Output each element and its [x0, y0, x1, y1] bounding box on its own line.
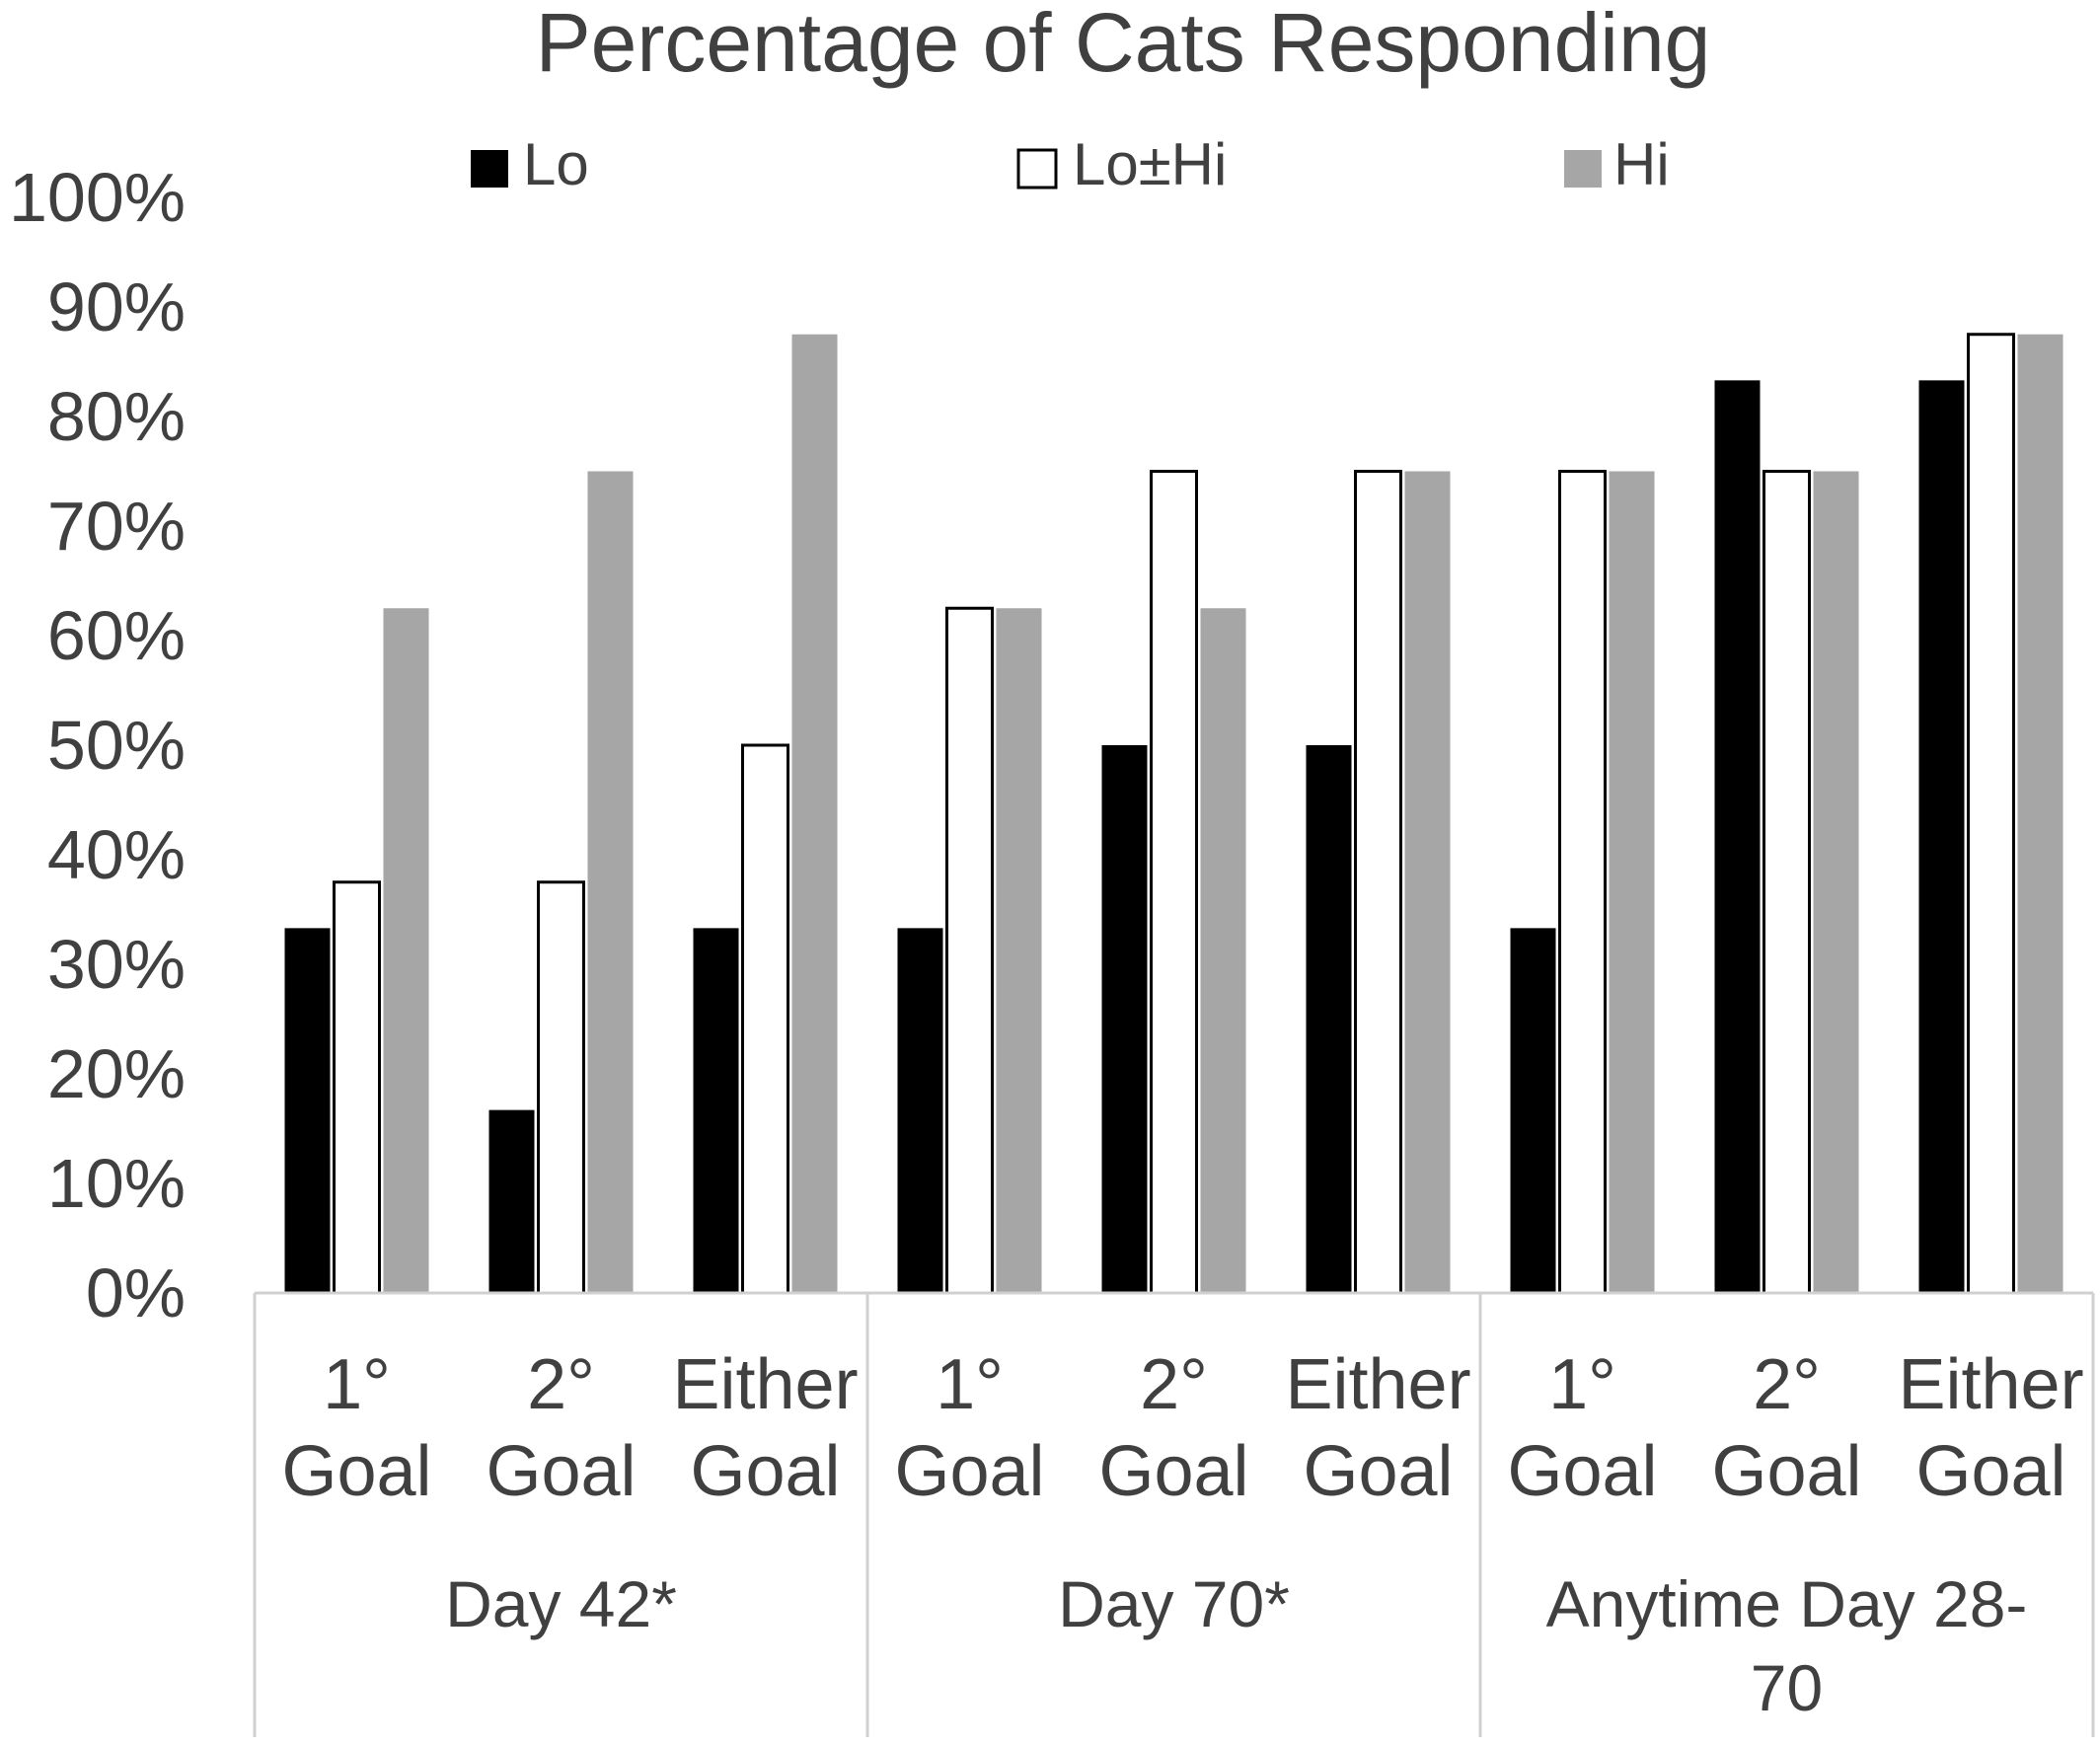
bar-lo-hi-8 — [1762, 470, 1811, 1295]
bar-hi-5 — [1200, 608, 1246, 1293]
legend-label-lo-hi: Lo±Hi — [1073, 131, 1227, 197]
x-tick-label: Goal — [1098, 1432, 1248, 1511]
x-tick-label: 2° — [527, 1345, 595, 1424]
x-tick-label: 2° — [1753, 1345, 1821, 1424]
bar-lo-hi-9 — [1967, 333, 2015, 1295]
bar-lo-hi-1 — [333, 880, 381, 1295]
x-tick-label: Goal — [486, 1432, 636, 1511]
bar-lo-6 — [1306, 745, 1352, 1293]
legend-swatch-lo — [471, 150, 508, 188]
bar-lo-hi-2 — [537, 880, 585, 1295]
bar-lo-hi-5 — [1150, 470, 1198, 1295]
bar-hi-4 — [996, 608, 1042, 1293]
legend: Lo Lo±Hi Hi — [471, 131, 1670, 197]
x-tick-label: Goal — [1711, 1432, 1861, 1511]
x-tick-label: Goal — [1303, 1432, 1453, 1511]
x-tick-label: Either — [1285, 1345, 1470, 1424]
bar-lo-hi-3 — [741, 743, 789, 1295]
bar-hi-1 — [383, 608, 429, 1293]
bar-hi-9 — [2017, 334, 2063, 1293]
bar-lo-9 — [1918, 380, 1965, 1293]
x-tick-label: Goal — [894, 1432, 1044, 1511]
bar-hi-7 — [1609, 471, 1655, 1293]
bar-lo-7 — [1510, 928, 1556, 1293]
bar-lo-1 — [284, 928, 331, 1293]
x-tick-label: 1° — [323, 1345, 391, 1424]
x-tick-label: Goal — [1915, 1432, 2065, 1511]
x-tick-label: Goal — [690, 1432, 840, 1511]
x-tick-label: 2° — [1140, 1345, 1208, 1424]
bar-lo-4 — [897, 928, 943, 1293]
y-tick-label: 20% — [47, 1035, 186, 1112]
y-tick-label: 0% — [86, 1254, 186, 1331]
y-tick-label: 70% — [47, 488, 186, 565]
y-tick-label: 10% — [47, 1145, 186, 1222]
bar-lo-hi-7 — [1558, 470, 1607, 1295]
bars — [284, 333, 2063, 1295]
bar-lo-3 — [693, 928, 739, 1293]
x-tick-label: Goal — [281, 1432, 431, 1511]
x-tick-label: 1° — [1548, 1345, 1616, 1424]
bar-hi-8 — [1813, 471, 1859, 1293]
x-tick-label: Goal — [1507, 1432, 1657, 1511]
y-tick-label: 40% — [47, 816, 186, 893]
legend-swatch-hi — [1564, 150, 1602, 188]
x-group-label: Day 70* — [1058, 1567, 1290, 1640]
bar-lo-5 — [1101, 745, 1148, 1293]
x-tick-label: Either — [1898, 1345, 2083, 1424]
y-tick-label: 30% — [47, 926, 186, 1003]
x-group-label: Anytime Day 28- — [1546, 1567, 2028, 1640]
y-tick-label: 100% — [9, 159, 186, 236]
bar-lo-8 — [1714, 380, 1761, 1293]
x-group-label: 70 — [1751, 1651, 1823, 1724]
x-group-label: Day 42* — [445, 1567, 677, 1640]
y-tick-label: 60% — [47, 597, 186, 674]
y-tick-label: 50% — [47, 707, 186, 784]
bar-lo-2 — [488, 1109, 535, 1293]
bar-hi-6 — [1404, 471, 1451, 1293]
x-tick-label: Either — [672, 1345, 858, 1424]
legend-label-hi: Hi — [1613, 131, 1670, 197]
chart-title: Percentage of Cats Responding — [536, 0, 1711, 89]
bar-hi-2 — [587, 471, 634, 1293]
y-tick-label: 80% — [47, 378, 186, 455]
bar-lo-hi-4 — [945, 606, 994, 1295]
y-axis: 0% 10% 20% 30% 40% 50% 60% 70% 80% 90% 100% — [9, 159, 186, 1331]
x-tick-label: 1° — [936, 1345, 1004, 1424]
bar-lo-hi-6 — [1354, 470, 1402, 1295]
legend-label-lo: Lo — [523, 131, 589, 197]
bar-hi-3 — [791, 334, 838, 1293]
y-tick-label: 90% — [47, 268, 186, 345]
legend-swatch-lo-hi — [1016, 148, 1058, 190]
